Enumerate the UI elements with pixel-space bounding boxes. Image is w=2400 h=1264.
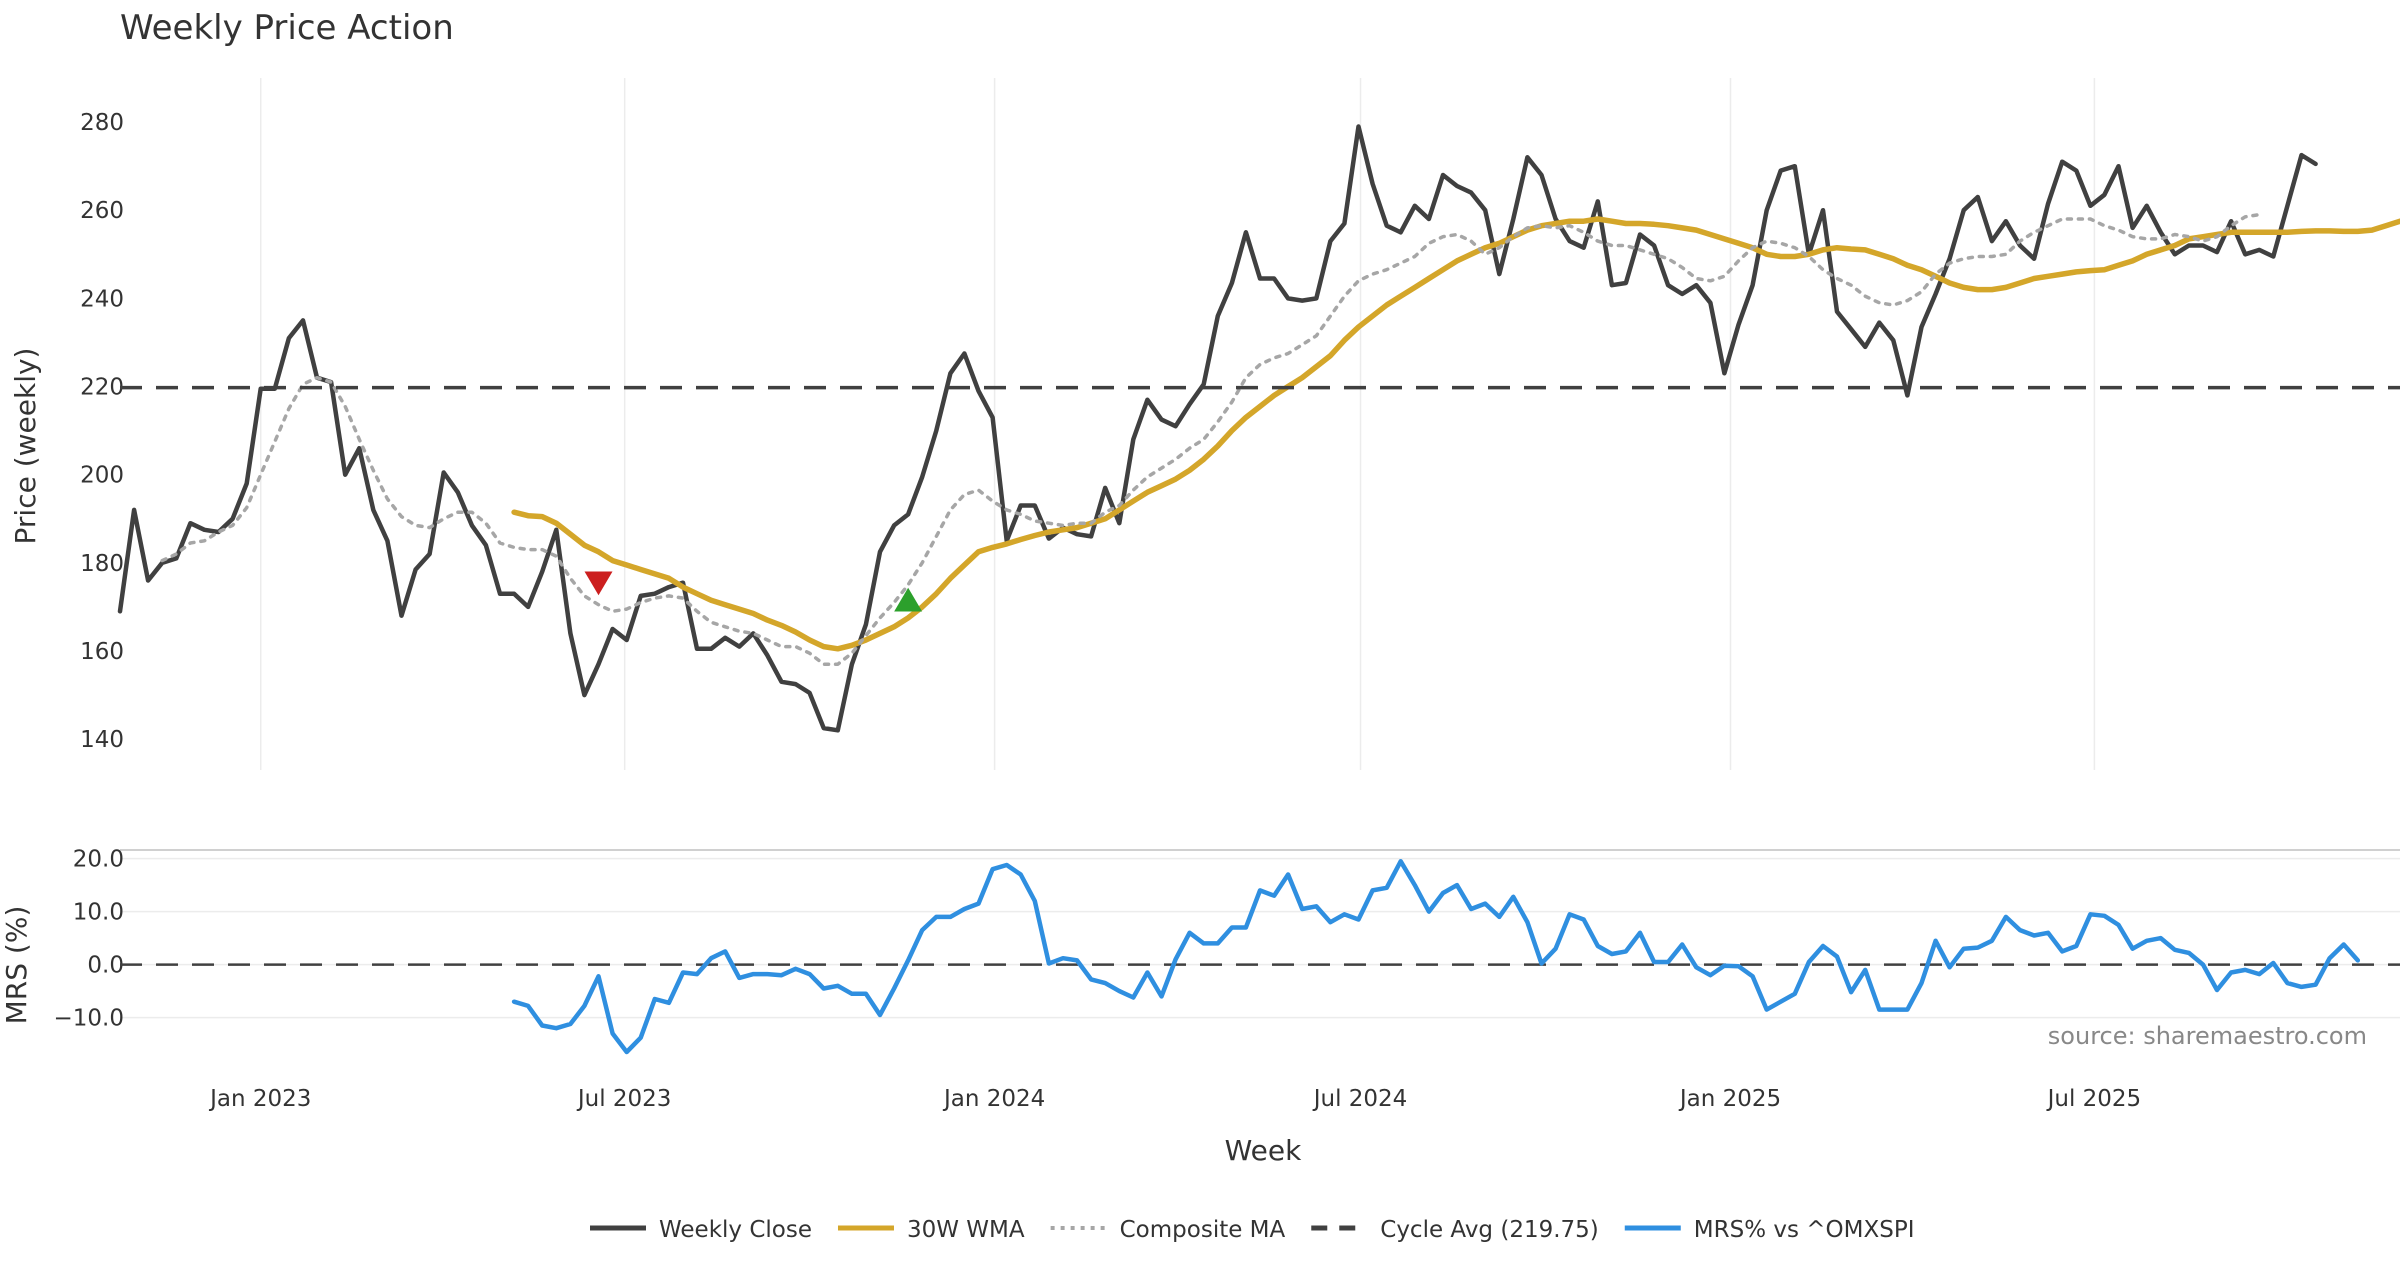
legend-label: MRS% vs ^OMXSPI <box>1694 1217 1915 1243</box>
source-credit: source: sharemaestro.com <box>2048 1022 2367 1050</box>
x-axis-ticks: Jan 2023 Jul 2023 Jan 2024 Jul 2024 Jan 2025… <box>208 1086 2141 1112</box>
legend-label: Weekly Close <box>659 1217 812 1243</box>
sell-signal-marker <box>584 571 613 596</box>
signal-markers <box>584 571 923 612</box>
legend-label: Cycle Avg (219.75) <box>1380 1217 1599 1243</box>
weekly-close-line <box>117 124 2318 733</box>
mrs-vs-omxspi-line <box>511 859 2361 1055</box>
mrs-y-axis-title: MRS (%) <box>0 906 33 1025</box>
mrs-y-tick-label: −10.0 <box>54 1006 124 1032</box>
mrs-y-tick-label: 0.0 <box>87 953 124 979</box>
mrs-y-tick-label: 10.0 <box>73 900 124 926</box>
chart-legend: Weekly Close 30W WMA Composite MA Cycle Avg… <box>590 1217 1915 1243</box>
price-y-tick-label: 280 <box>80 110 124 136</box>
x-tick-label: Jul 2025 <box>2046 1086 2142 1112</box>
x-tick-label: Jul 2023 <box>576 1086 672 1112</box>
buy-signal-marker <box>894 587 923 612</box>
x-axis-title: Week <box>1225 1134 1302 1167</box>
price-y-tick-label: 260 <box>80 198 124 224</box>
price-y-tick-label: 180 <box>80 551 124 577</box>
price-y-axis-title: Price (weekly) <box>9 348 42 545</box>
mrs-panel-grid <box>120 849 2400 1019</box>
x-tick-label: Jan 2025 <box>1678 1086 1781 1112</box>
series-layer <box>117 124 2400 1055</box>
legend-label: 30W WMA <box>907 1217 1025 1243</box>
mrs-y-axis-ticks: −10.0 0.0 10.0 20.0 <box>54 847 124 1032</box>
30w-wma-line <box>511 216 2400 652</box>
price-y-tick-label: 240 <box>80 286 124 312</box>
price-y-tick-label: 220 <box>80 375 124 401</box>
price-y-tick-label: 140 <box>80 727 124 753</box>
legend-label: Composite MA <box>1120 1217 1286 1243</box>
price-y-axis-ticks: 140 160 180 200 220 240 260 280 <box>80 110 124 753</box>
price-y-tick-label: 160 <box>80 639 124 665</box>
chart-title: Weekly Price Action <box>120 8 454 48</box>
x-tick-label: Jul 2024 <box>1312 1086 1408 1112</box>
x-tick-label: Jan 2024 <box>942 1086 1045 1112</box>
mrs-y-tick-label: 20.0 <box>73 847 124 873</box>
price-y-tick-label: 200 <box>80 463 124 489</box>
x-tick-label: Jan 2023 <box>208 1086 311 1112</box>
composite-ma-line <box>160 212 2262 666</box>
